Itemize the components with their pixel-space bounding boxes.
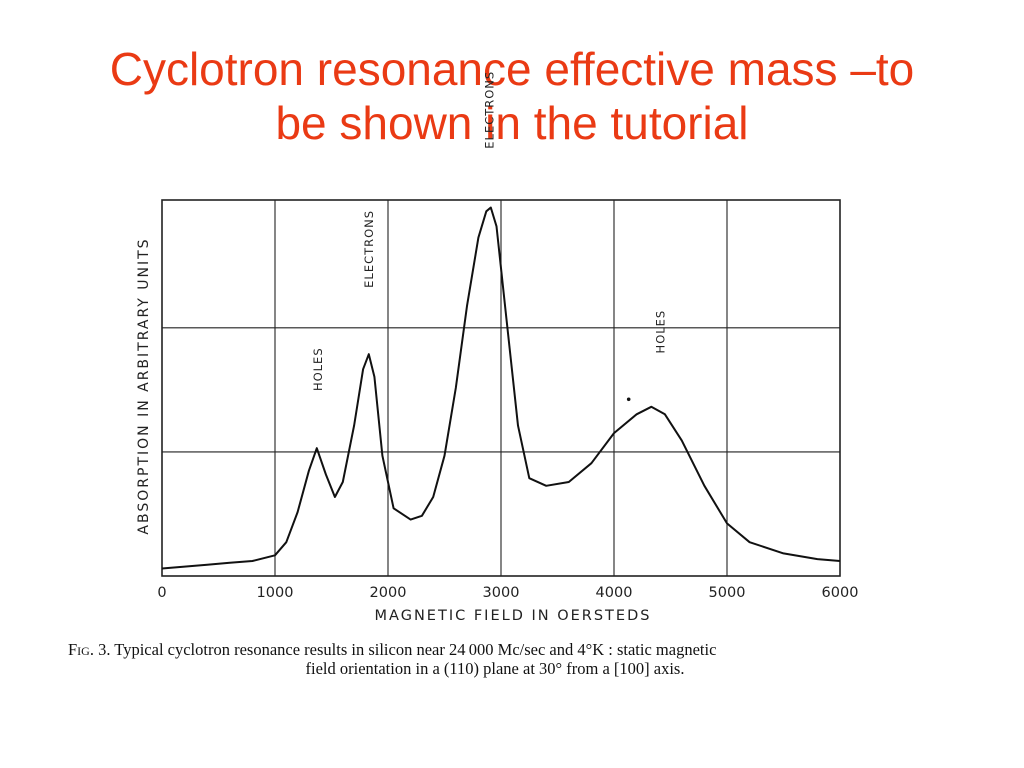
- peak-annotations: HOLES ELECTRONS ELECTRONS HOLES: [311, 71, 667, 402]
- x-tick-labels: 0 1000 2000 3000 4000 5000 6000: [157, 585, 858, 601]
- x-axis-label: MAGNETIC FIELD IN OERSTEDS: [375, 608, 652, 624]
- x-tick-label: 1000: [257, 585, 294, 601]
- peak-annotation-label: HOLES: [653, 310, 667, 354]
- x-tick-label: 0: [157, 585, 166, 601]
- peak-annotation-label: ELECTRONS: [362, 210, 376, 288]
- caption-text-1: Typical cyclotron resonance results in s…: [114, 640, 717, 659]
- cyclotron-resonance-chart: 0 1000 2000 3000 4000 5000 6000 MAGNETIC FIELD…: [136, 71, 858, 624]
- x-tick-label: 3000: [483, 585, 520, 601]
- slide-title-line-1: Cyclotron resonance effective mass –to: [109, 43, 915, 95]
- slide-title-line-2: be shown in the tutorial: [275, 97, 749, 149]
- plot-frame: [161, 199, 841, 577]
- peak-annotation-label: HOLES: [311, 347, 325, 391]
- peak-annotation-label: ELECTRONS: [483, 71, 497, 149]
- caption-figure-label: Fig. 3.: [68, 640, 111, 659]
- caption-line-2: field orientation in a (110) plane at 30…: [305, 659, 685, 678]
- figure-caption: Fig. 3. Typical cyclotron resonance resu…: [60, 640, 930, 678]
- x-tick-label: 2000: [370, 585, 407, 601]
- absorption-curve: [161, 206, 841, 570]
- slide-title: Cyclotron resonance effective mass –to b…: [40, 42, 984, 150]
- x-tick-label: 5000: [709, 585, 746, 601]
- x-tick-label: 6000: [822, 585, 859, 601]
- chart-grid: [162, 200, 840, 576]
- caption-line-1: Fig. 3. Typical cyclotron resonance resu…: [60, 640, 930, 659]
- marker-dot: [626, 397, 631, 402]
- y-axis-label: ABSORPTION IN ARBITRARY UNITS: [136, 237, 152, 534]
- x-tick-label: 4000: [596, 585, 633, 601]
